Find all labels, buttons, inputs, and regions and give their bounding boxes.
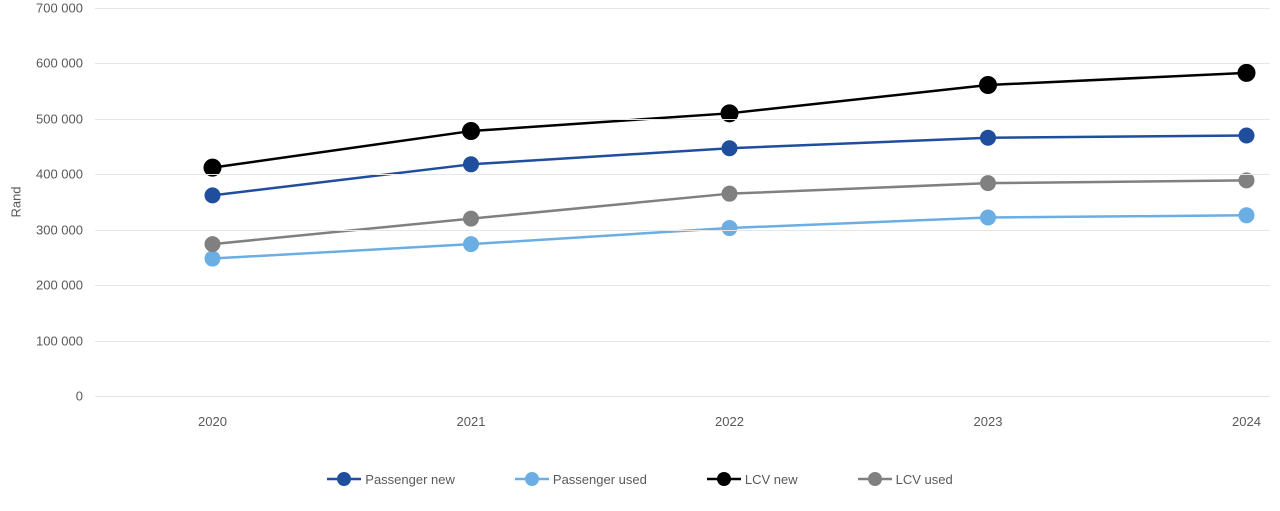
- y-axis-title: Rand: [9, 186, 24, 217]
- y-tick-label: 300 000: [0, 222, 83, 237]
- legend-item: Passenger used: [515, 470, 647, 488]
- gridline: [95, 341, 1270, 342]
- gridline: [95, 230, 1270, 231]
- y-tick-label: 700 000: [0, 1, 83, 16]
- legend-swatch: [707, 470, 741, 488]
- x-tick-label: 2022: [715, 414, 744, 429]
- series-marker: [722, 221, 737, 236]
- x-tick-label: 2024: [1232, 414, 1261, 429]
- legend-item: LCV new: [707, 470, 798, 488]
- series-marker: [463, 123, 480, 140]
- legend-item: LCV used: [858, 470, 953, 488]
- x-tick-label: 2020: [198, 414, 227, 429]
- plot-area: [95, 8, 1270, 396]
- y-tick-label: 500 000: [0, 111, 83, 126]
- y-tick-label: 600 000: [0, 56, 83, 71]
- series-marker: [205, 188, 220, 203]
- series-marker: [205, 237, 220, 252]
- series-marker: [1239, 208, 1254, 223]
- legend-item: Passenger new: [327, 470, 455, 488]
- series-marker: [464, 157, 479, 172]
- series-marker: [1239, 128, 1254, 143]
- legend-label: Passenger used: [553, 472, 647, 487]
- series-marker: [1238, 64, 1255, 81]
- line-chart: Rand 0 100 000 200 000 300 000 400 000 500 00…: [0, 0, 1280, 511]
- series-marker: [722, 141, 737, 156]
- gridline: [95, 63, 1270, 64]
- series-marker: [980, 77, 997, 94]
- legend-swatch: [327, 470, 361, 488]
- gridline: [95, 8, 1270, 9]
- legend-label: Passenger new: [365, 472, 455, 487]
- y-tick-label: 400 000: [0, 167, 83, 182]
- series-marker: [464, 237, 479, 252]
- series-marker: [981, 210, 996, 225]
- legend: Passenger new Passenger used LCV new LCV us…: [0, 470, 1280, 488]
- x-tick-label: 2021: [457, 414, 486, 429]
- y-tick-label: 200 000: [0, 278, 83, 293]
- legend-swatch: [515, 470, 549, 488]
- series-marker: [981, 176, 996, 191]
- series-marker: [981, 130, 996, 145]
- series-marker: [722, 186, 737, 201]
- x-axis-ticks: 2020 2021 2022 2023 2024: [95, 414, 1270, 434]
- gridline: [95, 396, 1270, 397]
- legend-label: LCV used: [896, 472, 953, 487]
- gridline: [95, 174, 1270, 175]
- gridline: [95, 285, 1270, 286]
- series-marker: [464, 211, 479, 226]
- legend-swatch: [858, 470, 892, 488]
- x-tick-label: 2023: [974, 414, 1003, 429]
- y-tick-label: 0: [0, 389, 83, 404]
- series-marker: [205, 251, 220, 266]
- gridline: [95, 119, 1270, 120]
- y-tick-label: 100 000: [0, 333, 83, 348]
- chart-svg: [95, 8, 1270, 396]
- legend-label: LCV new: [745, 472, 798, 487]
